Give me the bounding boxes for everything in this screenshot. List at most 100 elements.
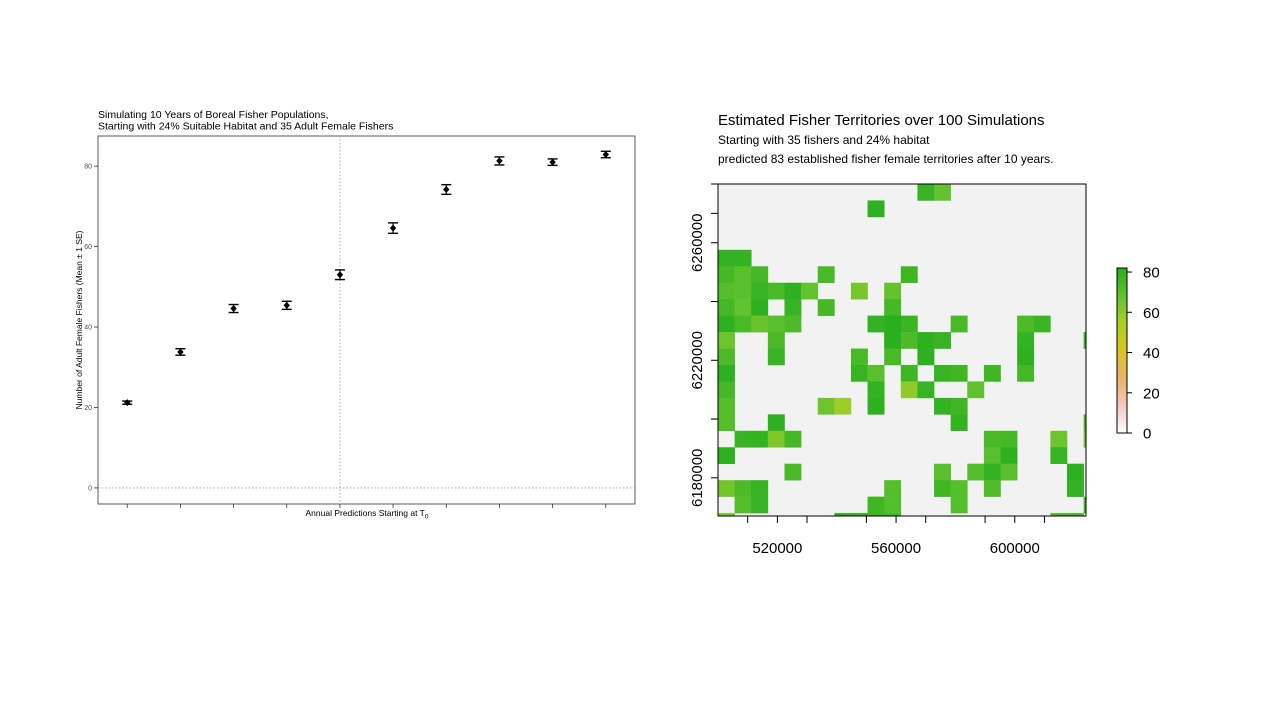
data-point-0 [122, 399, 133, 407]
heatmap-cell [817, 397, 835, 415]
heatmap-cell [950, 397, 968, 415]
right-chart-subtitle-line2: predicted 83 established fisher female t… [718, 152, 1054, 166]
legend-tick-label: 0 [1143, 426, 1151, 443]
heatmap-cell [751, 299, 769, 316]
heatmap-cell [734, 480, 752, 497]
heatmap-cell [884, 332, 902, 349]
data-point-7 [494, 156, 505, 166]
x-tick-label: 600000 [990, 540, 1040, 557]
heatmap-cell [718, 249, 735, 267]
data-point-3 [281, 300, 292, 311]
left-chart-ylabel: Number of Adult Female Fishers (Mean ± 1… [74, 230, 84, 409]
heatmap-cell [834, 513, 852, 517]
heatmap-cell [900, 364, 918, 382]
left-chart-title-line2: Starting with 24% Suitable Habitat and 3… [98, 121, 393, 133]
legend-tick-label: 80 [1143, 265, 1160, 282]
x-tick-label: 520000 [752, 540, 802, 557]
heatmap-cell [867, 496, 885, 514]
mean-marker [602, 151, 609, 159]
y-tick-label: 6260000 [689, 214, 706, 272]
heatmap-cell [1000, 447, 1018, 465]
heatmap-cell [983, 480, 1001, 497]
heatmap-cell [983, 447, 1001, 465]
heatmap-cell [934, 480, 951, 497]
heatmap-cell [950, 364, 968, 382]
heatmap-cell [1017, 348, 1035, 366]
heatmap-cell [884, 496, 902, 514]
heatmap-cell [718, 282, 735, 300]
legend-tick-label: 60 [1143, 305, 1160, 322]
mean-marker [443, 185, 450, 193]
data-point-4 [334, 269, 345, 281]
heatmap-cell [983, 463, 1001, 481]
heatmap-cell [718, 348, 735, 366]
legend-tick-label: 40 [1143, 345, 1160, 362]
heatmap-cell [1067, 463, 1084, 481]
mean-marker [389, 224, 397, 232]
heatmap-cell [718, 315, 735, 333]
y-tick-label: 80 [84, 164, 92, 171]
y-tick-label: 6220000 [689, 331, 706, 389]
heatmap-cell [900, 332, 918, 349]
heatmap-cell [917, 381, 935, 399]
x-tick-label: 560000 [871, 540, 921, 557]
heatmap-cell [917, 184, 935, 201]
heatmap-cell [718, 414, 735, 432]
right-chart-title: Estimated Fisher Territories over 100 Si… [718, 112, 1045, 129]
heatmap-cell [734, 266, 752, 284]
heatmap-cell [934, 332, 951, 349]
heatmap-cell [1017, 315, 1035, 333]
heatmap-cell [834, 397, 852, 415]
heatmap-cell [1083, 332, 1087, 349]
heatmap-cell [884, 282, 902, 300]
mean-marker [177, 348, 184, 356]
right-plot-panel [717, 183, 1087, 517]
heatmap-cell [900, 381, 918, 399]
heatmap-cell [718, 447, 735, 465]
mean-marker [336, 271, 344, 279]
heatmap-cell [751, 430, 769, 448]
heatmap-cell [751, 282, 769, 300]
heatmap-cell [884, 480, 902, 497]
heatmap-cell [1083, 414, 1087, 432]
heatmap-cell [751, 496, 769, 514]
heatmap-cell [900, 315, 918, 333]
heatmap-cell [767, 315, 785, 333]
left-plot-panel [97, 135, 636, 505]
heatmap-cell [884, 299, 902, 316]
heatmap-cell [718, 480, 735, 497]
legend-tick-label: 20 [1143, 385, 1160, 402]
heatmap-cell [867, 364, 885, 382]
heatmap-cell [1017, 364, 1035, 382]
mean-marker [496, 157, 503, 165]
heatmap-cell [1050, 513, 1068, 517]
data-point-2 [228, 303, 239, 314]
mean-marker [549, 158, 556, 166]
heatmap-cell [784, 430, 802, 448]
heatmap-cell [934, 463, 951, 481]
heatmap-cell [751, 315, 769, 333]
heatmap-cell [1067, 513, 1084, 517]
heatmap-cell [767, 348, 785, 366]
heatmap-cell [751, 480, 769, 497]
data-point-6 [441, 183, 452, 196]
heatmap-cell [734, 249, 752, 267]
heatmap-cell [867, 513, 885, 517]
heatmap-cell [934, 397, 951, 415]
heatmap-cell [718, 332, 735, 349]
heatmap-cell [1083, 496, 1087, 514]
left-chart-title-line1: Simulating 10 Years of Boreal Fisher Pop… [98, 109, 329, 121]
heatmap-cell [784, 315, 802, 333]
heatmap-cell [983, 364, 1001, 382]
heatmap-cell [751, 266, 769, 284]
heatmap-cell [884, 348, 902, 366]
heatmap-cell [767, 332, 785, 349]
y-tick-label: 0 [88, 485, 92, 492]
heatmap-cell [718, 513, 735, 517]
y-tick-label: 60 [84, 244, 92, 251]
heatmap-cell [967, 463, 985, 481]
heatmap-cell [734, 496, 752, 514]
mean-marker [283, 301, 290, 309]
